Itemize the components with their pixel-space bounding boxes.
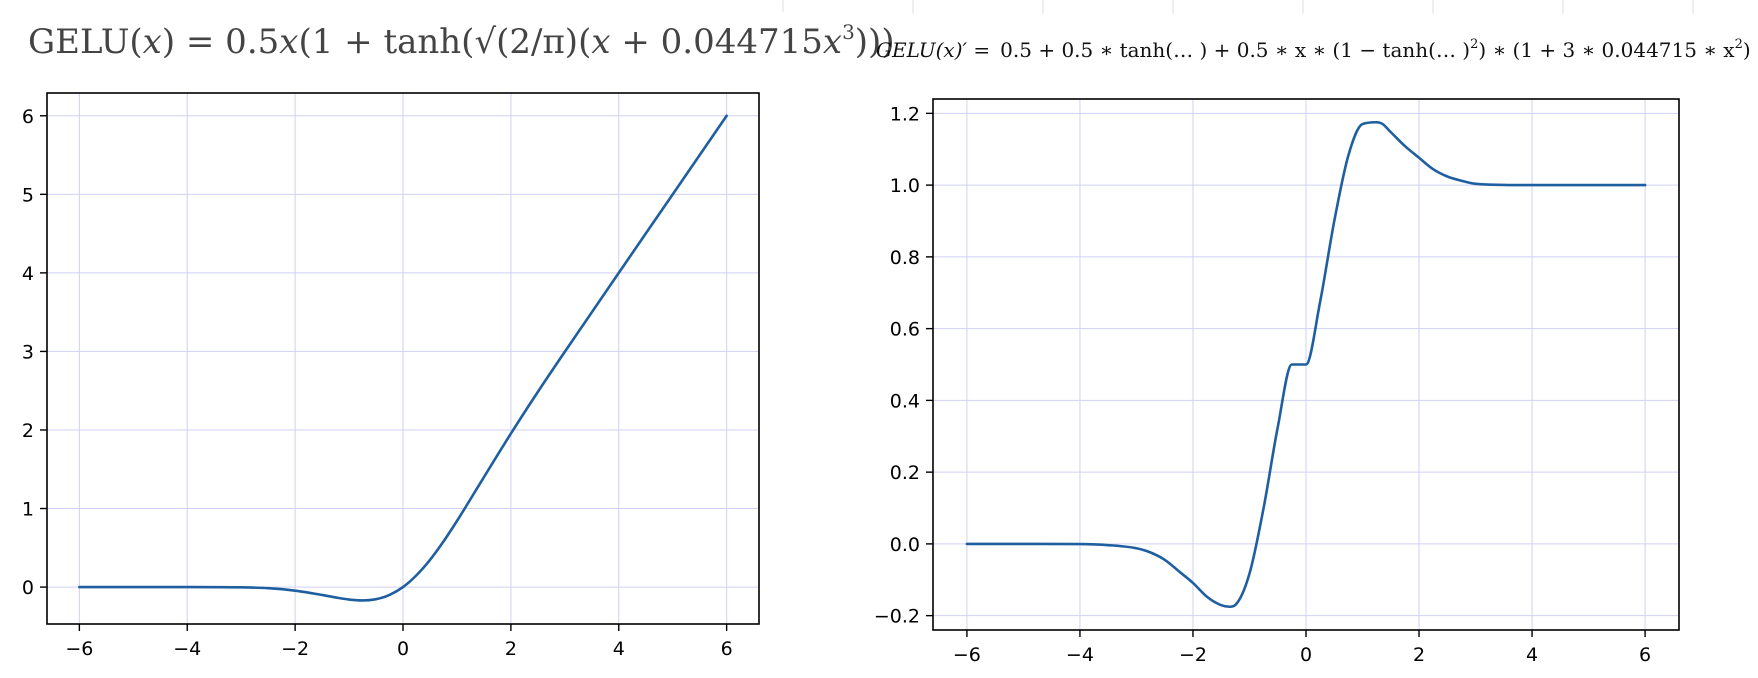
formula-left-var2: x xyxy=(279,22,298,62)
formula-left-body2: + 0.044715 xyxy=(611,22,823,62)
formula-left-mid: ) = 0.5 xyxy=(162,22,279,62)
y-tick-label: 4 xyxy=(22,263,34,285)
y-tick-label: 0.6 xyxy=(890,319,920,341)
x-tick-label: 6 xyxy=(721,638,733,660)
gelu-derivative-formula: GELU(x)′ = 0.5 + 0.5 ∗ tanh(… ) + 0.5 ∗ x… xyxy=(876,37,1751,62)
gelu-formula: GELU(x) = 0.5x(1 + tanh(√(2/π)(x + 0.044… xyxy=(28,20,895,62)
formula-left-exp: 3 xyxy=(842,20,855,44)
formula-left-lhs: GELU( xyxy=(28,22,143,62)
formula-right-rhs2: ) ∗ (1 + 3 ∗ 0.044715 ∗ x xyxy=(1478,38,1735,62)
x-tick-label: 0 xyxy=(1300,644,1312,666)
x-tick-label: −4 xyxy=(173,638,201,660)
formula-right-lhs: GELU(x)′ = xyxy=(876,38,990,62)
y-tick-label: 1.2 xyxy=(890,103,920,125)
y-tick-label: 3 xyxy=(22,341,34,363)
y-tick-label: 0.0 xyxy=(890,534,920,556)
x-tick-label: −2 xyxy=(1179,644,1207,666)
x-tick-label: −2 xyxy=(281,638,309,660)
x-tick-label: 4 xyxy=(613,638,625,660)
formula-left-body: (1 + tanh(√(2/π)( xyxy=(298,22,591,62)
formula-right-exp1: 2 xyxy=(1470,37,1478,52)
x-tick-label: 0 xyxy=(397,638,409,660)
x-tick-label: −4 xyxy=(1066,644,1094,666)
page-top-marks xyxy=(782,0,1694,14)
formula-left-close: ))) xyxy=(855,22,895,62)
formula-left-var3: x xyxy=(591,22,610,62)
y-tick-label: 0.8 xyxy=(890,247,920,269)
y-tick-label: −0.2 xyxy=(874,606,920,628)
y-tick-label: 5 xyxy=(22,184,34,206)
formula-right-rhs3: ) xyxy=(1743,38,1751,62)
formula-left-var: x xyxy=(143,22,162,62)
gelu-chart: −6 −4 −2 0 2 4 6 0 1 2 3 4 5 6 xyxy=(22,92,760,660)
y-tick-label: 6 xyxy=(22,106,34,128)
gelu-derivative-chart: −6 −4 −2 0 2 4 6 −0.2 0.0 0.2 0.4 0.6 0.8 1.0 1.2 xyxy=(874,98,1680,666)
x-tick-label: 2 xyxy=(505,638,517,660)
x-tick-label: 2 xyxy=(1413,644,1425,666)
y-tick-label: 0 xyxy=(22,577,34,599)
x-tick-label: −6 xyxy=(65,638,93,660)
formula-right-exp2: 2 xyxy=(1735,37,1743,52)
x-tick-label: 4 xyxy=(1526,644,1538,666)
y-tick-label: 1 xyxy=(22,499,34,521)
formula-left-var4: x xyxy=(823,22,842,62)
y-tick-label: 0.2 xyxy=(890,462,920,484)
y-tick-label: 1.0 xyxy=(890,175,920,197)
y-tick-label: 0.4 xyxy=(890,390,920,412)
x-tick-label: 6 xyxy=(1639,644,1651,666)
y-tick-label: 2 xyxy=(22,420,34,442)
x-tick-label: −6 xyxy=(953,644,981,666)
series-line-0 xyxy=(78,114,728,602)
series-line-0 xyxy=(965,120,1647,609)
formula-right-rhs: 0.5 + 0.5 ∗ tanh(… ) + 0.5 ∗ x ∗ (1 − ta… xyxy=(1000,38,1470,62)
